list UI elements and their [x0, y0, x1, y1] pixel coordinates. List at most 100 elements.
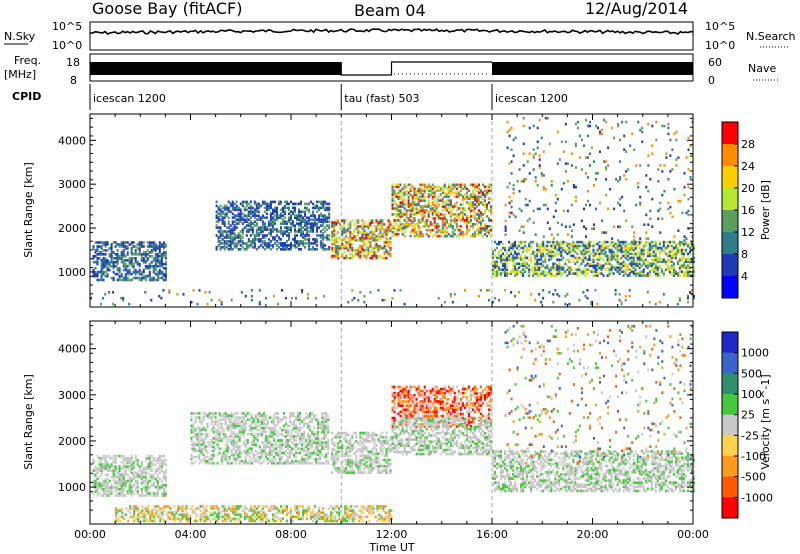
data-cell	[269, 230, 272, 233]
data-cell	[508, 254, 511, 258]
data-cell	[223, 222, 226, 225]
data-cell	[298, 230, 300, 233]
data-cell	[522, 124, 525, 128]
data-cell	[162, 488, 165, 491]
data-cell	[453, 191, 456, 194]
data-cell	[646, 272, 649, 275]
data-cell	[623, 134, 626, 138]
data-cell	[192, 443, 195, 446]
data-cell	[678, 296, 681, 300]
data-cell	[566, 274, 569, 277]
data-cell	[142, 475, 145, 479]
data-cell	[156, 264, 159, 268]
data-cell	[634, 270, 637, 273]
cpid-segment-label: tau (fast) 503	[344, 92, 419, 105]
data-cell	[419, 211, 422, 214]
data-cell	[98, 492, 101, 495]
data-cell	[229, 248, 232, 251]
data-cell	[122, 463, 125, 466]
data-cell	[556, 130, 559, 134]
data-cell	[496, 262, 498, 266]
data-cell	[243, 214, 246, 217]
data-cell	[636, 264, 639, 268]
data-cell	[479, 226, 482, 230]
data-cell	[502, 252, 504, 256]
data-cell	[401, 211, 404, 214]
data-cell	[124, 479, 127, 483]
data-cell	[602, 246, 605, 250]
data-cell	[550, 233, 553, 236]
data-cell	[648, 300, 651, 304]
data-cell	[223, 220, 226, 223]
data-cell	[587, 124, 589, 128]
data-cell	[223, 230, 226, 233]
data-cell	[278, 441, 281, 444]
data-cell	[645, 237, 648, 240]
data-cell	[154, 471, 157, 475]
data-cell	[610, 242, 613, 246]
data-cell	[534, 262, 537, 266]
data-cell	[226, 437, 229, 440]
data-cell	[294, 224, 296, 227]
data-cell	[230, 424, 233, 428]
data-cell	[540, 244, 543, 248]
data-cell	[142, 241, 145, 244]
data-cell	[192, 289, 195, 292]
data-cell	[654, 264, 657, 268]
data-cell	[469, 197, 472, 200]
data-cell	[606, 274, 609, 277]
data-cell	[231, 226, 234, 229]
data-cell	[634, 240, 637, 244]
data-cell	[114, 461, 117, 464]
data-cell	[504, 229, 507, 232]
data-cell	[122, 481, 125, 485]
data-cell	[229, 224, 232, 227]
data-cell	[108, 264, 111, 268]
data-cell	[314, 204, 317, 208]
data-cell	[144, 494, 147, 497]
data-cell	[407, 197, 410, 200]
data-cell	[488, 232, 490, 236]
data-cell	[276, 418, 279, 421]
data-cell	[272, 449, 275, 453]
data-cell	[510, 148, 513, 151]
data-cell	[233, 226, 236, 229]
data-cell	[572, 256, 575, 260]
data-cell	[594, 264, 597, 268]
data-cell	[518, 248, 521, 252]
data-cell	[272, 426, 275, 430]
data-cell	[598, 258, 601, 262]
data-cell	[158, 458, 161, 462]
data-cell	[146, 463, 149, 466]
data-cell	[148, 456, 151, 460]
data-cell	[687, 300, 689, 304]
data-cell	[566, 180, 569, 183]
data-cell	[662, 274, 665, 277]
data-cell	[658, 252, 661, 256]
data-cell	[269, 248, 272, 251]
data-cell	[238, 455, 241, 459]
data-cell	[104, 488, 107, 491]
data-cell	[536, 140, 539, 144]
data-cell	[584, 270, 587, 273]
data-cell	[124, 494, 127, 497]
data-cell	[246, 447, 249, 451]
data-cell	[256, 418, 259, 421]
data-cell	[232, 414, 235, 417]
data-cell	[656, 248, 659, 252]
data-cell	[273, 228, 276, 231]
data-cell	[377, 244, 380, 248]
data-cell	[425, 209, 428, 212]
data-cell	[272, 430, 275, 434]
data-cell	[439, 217, 442, 220]
data-cell	[419, 207, 422, 210]
data-cell	[437, 211, 440, 214]
data-cell	[322, 222, 325, 225]
data-cell	[225, 206, 228, 210]
data-cell	[154, 272, 157, 276]
data-cell	[337, 244, 340, 248]
data-cell	[441, 209, 444, 212]
data-cell	[638, 272, 641, 275]
data-cell	[335, 223, 338, 226]
data-cell	[522, 264, 525, 268]
